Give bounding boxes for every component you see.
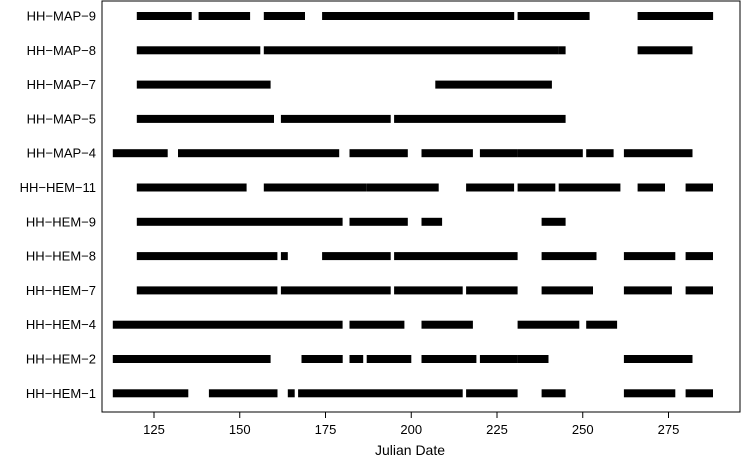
- bar-segment: [517, 355, 549, 363]
- x-tick-label: 125: [143, 422, 165, 437]
- bar-segment: [349, 320, 405, 329]
- bar-segment: [208, 389, 278, 398]
- bar-segment: [136, 286, 278, 295]
- bar-segment: [623, 286, 672, 295]
- bar-segment: [263, 183, 367, 192]
- bar-segment: [280, 286, 391, 295]
- bar-segment: [136, 114, 274, 123]
- bar-segment: [623, 252, 676, 261]
- row-label: HH−HEM−1: [26, 386, 96, 401]
- bar-segment: [541, 286, 593, 295]
- bar-segment: [558, 183, 621, 192]
- bar-segment: [298, 389, 463, 398]
- bar-segment: [287, 389, 295, 398]
- bar-segment: [685, 183, 713, 192]
- bar-segment: [637, 46, 693, 55]
- bar-segment: [112, 149, 168, 158]
- bar-segment: [517, 183, 556, 192]
- bar-segment: [466, 286, 518, 295]
- x-tick-label: 275: [658, 422, 680, 437]
- row-label: HH−HEM−11: [20, 180, 96, 195]
- plot-frame: [101, 0, 741, 413]
- bar-segment: [349, 217, 408, 226]
- row-label: HH−HEM−7: [26, 283, 96, 298]
- x-axis: 125 150 175 200 225 250 275: [143, 412, 679, 437]
- bar-segment: [517, 320, 580, 329]
- bar-segment: [112, 320, 343, 329]
- bar-segment: [112, 355, 271, 363]
- bar-segment: [263, 46, 559, 55]
- row-label: HH−HEM−8: [26, 249, 96, 264]
- bar-segment: [349, 149, 408, 158]
- x-tick-label: 175: [315, 422, 337, 437]
- bar-segment: [421, 320, 473, 329]
- bar-segment: [421, 149, 473, 158]
- bar-segment: [685, 252, 713, 261]
- bar-segment: [280, 252, 288, 261]
- bar-segment: [435, 80, 552, 89]
- bar-segment: [479, 355, 518, 363]
- row-label: HH−HEM−2: [26, 352, 96, 367]
- row-label: HH−MAP−5: [27, 111, 96, 126]
- bar-segment: [136, 217, 343, 226]
- bar-segment: [637, 12, 714, 20]
- bar-segment: [301, 355, 343, 363]
- bar-segment: [685, 389, 713, 398]
- row-label: HH−HEM−9: [26, 214, 96, 229]
- bar-segment: [136, 183, 247, 192]
- row-label: HH−MAP−4: [27, 146, 96, 161]
- bar-segment: [136, 46, 261, 55]
- bar-segment: [623, 355, 693, 363]
- bar-segment: [558, 46, 566, 55]
- bar-segment: [479, 149, 518, 158]
- bar-segment: [685, 286, 713, 295]
- bar-segment: [637, 183, 665, 192]
- x-tick-label: 200: [400, 422, 422, 437]
- bar-segment: [421, 355, 477, 363]
- bar-segment: [366, 355, 412, 363]
- bar-segment: [136, 12, 192, 20]
- bar-segment: [421, 217, 443, 226]
- x-tick-label: 150: [229, 422, 251, 437]
- bars-layer: [112, 12, 714, 398]
- bar-segment: [136, 80, 271, 89]
- bar-segment: [517, 12, 590, 20]
- x-axis-label: Julian Date: [375, 442, 445, 458]
- x-tick-label: 250: [572, 422, 594, 437]
- bar-segment: [394, 252, 518, 261]
- bar-segment: [178, 149, 340, 158]
- bar-segment: [322, 252, 391, 261]
- bar-segment: [586, 320, 618, 329]
- bar-segment: [366, 183, 439, 192]
- bar-segment: [541, 217, 566, 226]
- row-label: HH−MAP−7: [27, 77, 96, 92]
- bar-segment: [623, 149, 693, 158]
- y-axis-labels: HH−MAP−9 HH−MAP−8 HH−MAP−7 HH−MAP−5 HH−MAP−4…: [20, 9, 96, 401]
- row-label: HH−MAP−8: [27, 43, 96, 58]
- bar-segment: [136, 252, 278, 261]
- bar-segment: [586, 149, 614, 158]
- x-tick-label: 225: [486, 422, 508, 437]
- bar-segment: [394, 114, 566, 123]
- bar-segment: [517, 149, 583, 158]
- bar-segment: [280, 114, 391, 123]
- bar-segment: [466, 183, 515, 192]
- bar-segment: [541, 389, 566, 398]
- row-label: HH−MAP−9: [27, 9, 96, 24]
- bar-segment: [263, 12, 305, 20]
- bar-segment: [349, 355, 364, 363]
- bar-segment: [112, 389, 189, 398]
- bar-segment: [322, 12, 515, 20]
- bar-segment: [541, 252, 597, 261]
- bar-segment: [623, 389, 676, 398]
- bar-segment: [198, 12, 251, 20]
- bar-segment: [466, 389, 518, 398]
- row-label: HH−HEM−4: [26, 317, 96, 332]
- bar-segment: [394, 286, 463, 295]
